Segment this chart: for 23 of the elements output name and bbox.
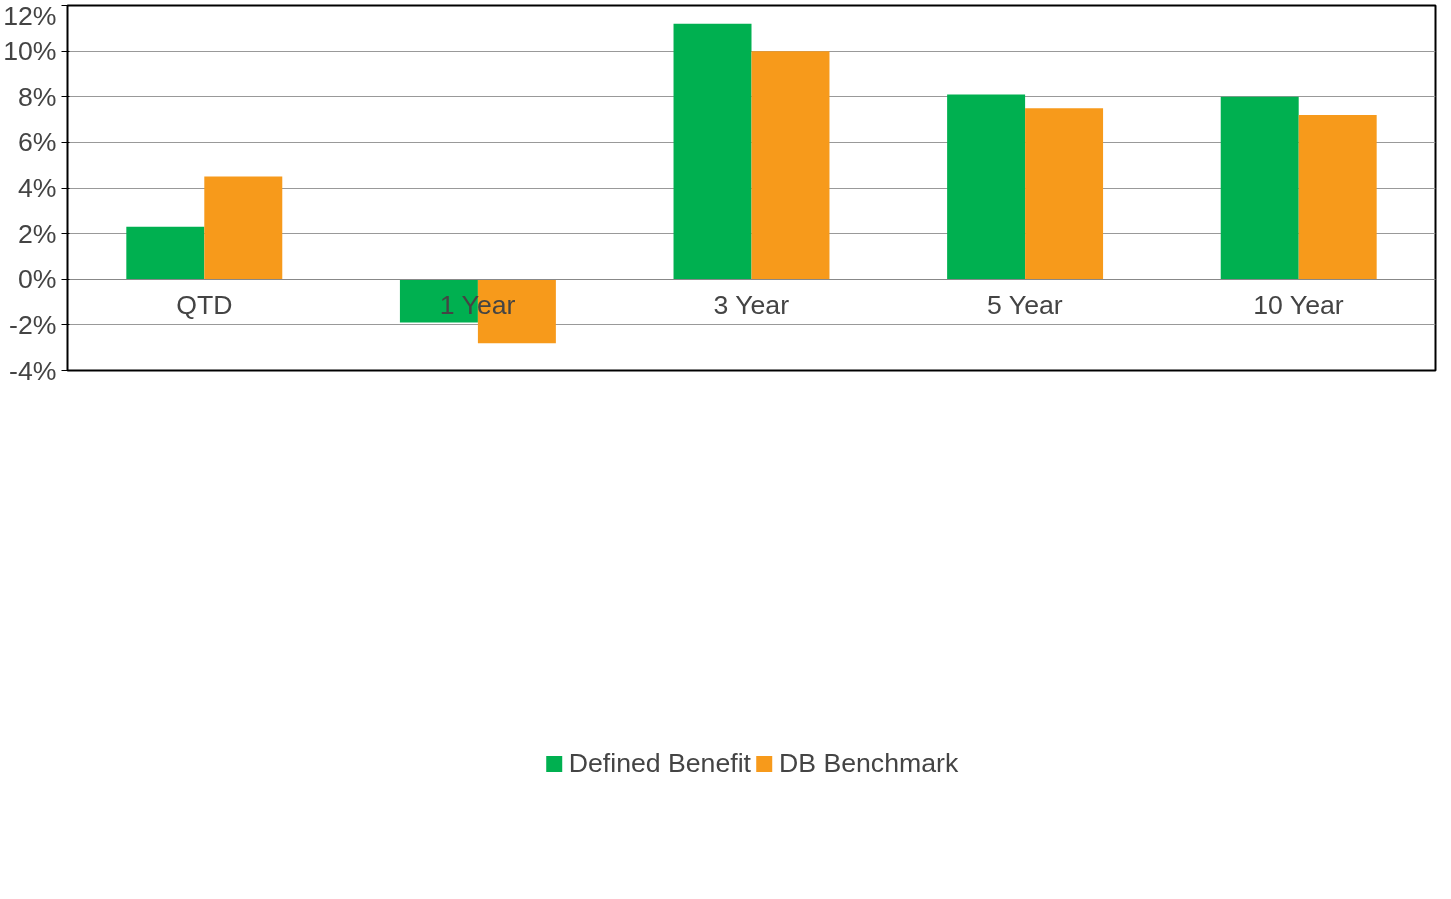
bar xyxy=(1220,96,1299,280)
y-tick-label: 8% xyxy=(17,81,57,112)
bar xyxy=(751,51,830,280)
bar xyxy=(204,176,283,280)
x-tick-label: 3 Year xyxy=(713,290,790,321)
y-tick-label: 6% xyxy=(17,127,57,158)
y-tick-label: 2% xyxy=(17,218,57,249)
bar xyxy=(126,226,205,280)
y-tick-label: 0% xyxy=(17,264,57,295)
legend-label: Defined Benefit xyxy=(568,747,752,779)
y-tick-label: -4% xyxy=(9,355,57,386)
x-tick-label: QTD xyxy=(176,290,233,321)
y-tick-label: 12% xyxy=(3,0,57,31)
x-tick-label: 10 Year xyxy=(1253,290,1344,321)
y-tick-label: -2% xyxy=(9,309,57,340)
y-tick-label: 10% xyxy=(3,36,57,67)
bar xyxy=(673,23,752,280)
x-tick-label: 5 Year xyxy=(987,290,1063,321)
bar xyxy=(947,94,1026,280)
bar xyxy=(1298,115,1377,280)
bar xyxy=(1025,108,1104,280)
y-tick-label: 4% xyxy=(17,173,57,203)
legend-label: DB Benchmark xyxy=(779,747,959,779)
